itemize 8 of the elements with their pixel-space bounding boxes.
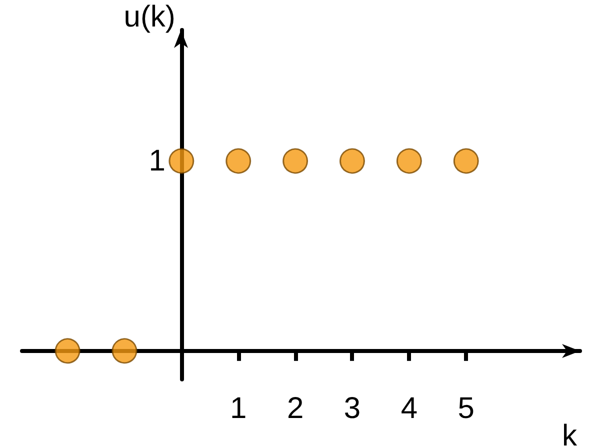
x-tick-label: 1	[230, 392, 247, 425]
x-tick-label: 5	[458, 392, 474, 425]
y-axis-title: u(k)	[124, 0, 176, 34]
annotation: 1	[148, 144, 166, 178]
x-tick-label: 4	[400, 392, 418, 425]
x-tick-label: 3	[344, 392, 361, 425]
x-axis-title: k	[562, 419, 578, 448]
x-tick-label: 2	[286, 392, 304, 425]
